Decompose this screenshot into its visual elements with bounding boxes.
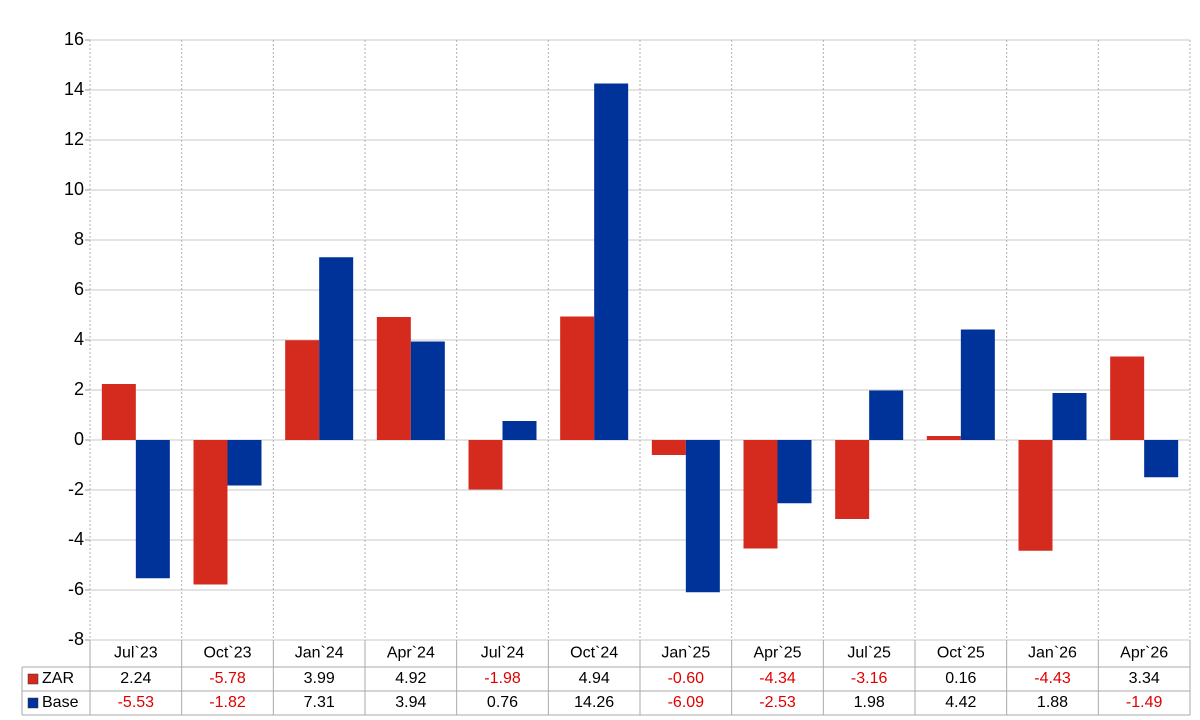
legend-label: Base bbox=[42, 694, 79, 711]
y-tick-label: -2 bbox=[68, 479, 84, 499]
y-tick-label: -8 bbox=[68, 629, 84, 649]
x-tick-label: Oct`24 bbox=[570, 645, 618, 662]
data-label: 1.98 bbox=[854, 694, 885, 711]
y-tick-label: 14 bbox=[64, 79, 84, 99]
x-tick-label: Jan`24 bbox=[295, 645, 344, 662]
data-label: 7.31 bbox=[304, 694, 335, 711]
bar bbox=[835, 440, 870, 519]
x-tick-label: Jan`26 bbox=[1028, 645, 1077, 662]
bar bbox=[560, 316, 595, 440]
data-label: -4.43 bbox=[1034, 670, 1071, 687]
x-tick-label: Apr`25 bbox=[753, 645, 801, 662]
data-label: 4.94 bbox=[579, 670, 610, 687]
y-tick-label: 2 bbox=[74, 379, 84, 399]
y-tick-label: 0 bbox=[74, 429, 84, 449]
x-tick-label: Apr`26 bbox=[1120, 645, 1168, 662]
data-label: -5.78 bbox=[209, 670, 246, 687]
data-label: 1.88 bbox=[1037, 694, 1068, 711]
bar bbox=[1144, 440, 1179, 478]
bar bbox=[743, 440, 778, 549]
bar bbox=[926, 436, 961, 440]
y-tick-label: 8 bbox=[74, 229, 84, 249]
bar bbox=[651, 440, 686, 455]
bar bbox=[777, 440, 812, 504]
bar bbox=[410, 341, 445, 440]
y-tick-label: -4 bbox=[68, 529, 84, 549]
data-label: -1.49 bbox=[1126, 694, 1163, 711]
data-label: 14.26 bbox=[574, 694, 614, 711]
data-label: -1.82 bbox=[209, 694, 246, 711]
bar bbox=[135, 440, 170, 579]
bar bbox=[285, 340, 320, 440]
data-label: -6.09 bbox=[668, 694, 705, 711]
y-tick-label: 4 bbox=[74, 329, 84, 349]
data-label: 0.76 bbox=[487, 694, 518, 711]
bar bbox=[319, 257, 354, 440]
data-label: -4.34 bbox=[759, 670, 796, 687]
legend-label: ZAR bbox=[42, 670, 74, 687]
x-tick-label: Jul`23 bbox=[114, 645, 158, 662]
bar bbox=[685, 440, 720, 593]
y-tick-label: 12 bbox=[64, 129, 84, 149]
data-label: 2.24 bbox=[120, 670, 151, 687]
y-tick-label: 16 bbox=[64, 29, 84, 49]
legend-swatch bbox=[27, 697, 39, 709]
bar bbox=[1110, 356, 1145, 440]
y-tick-label: 6 bbox=[74, 279, 84, 299]
bar bbox=[594, 83, 629, 440]
bar bbox=[1052, 393, 1087, 440]
data-label: -2.53 bbox=[759, 694, 796, 711]
x-tick-label: Oct`23 bbox=[203, 645, 251, 662]
x-tick-label: Apr`24 bbox=[387, 645, 435, 662]
bar bbox=[227, 440, 262, 486]
data-label: -5.53 bbox=[118, 694, 155, 711]
bar bbox=[376, 317, 411, 440]
bar bbox=[1018, 440, 1053, 551]
bar bbox=[502, 421, 537, 440]
x-tick-label: Jul`25 bbox=[847, 645, 891, 662]
data-label: 4.42 bbox=[945, 694, 976, 711]
bar bbox=[468, 440, 503, 490]
y-tick-label: -6 bbox=[68, 579, 84, 599]
bar bbox=[101, 384, 136, 440]
bar bbox=[193, 440, 228, 585]
bar bbox=[960, 329, 995, 440]
legend-swatch bbox=[27, 673, 39, 685]
data-label: 3.34 bbox=[1129, 670, 1160, 687]
data-label: 4.92 bbox=[395, 670, 426, 687]
x-tick-label: Jul`24 bbox=[481, 645, 525, 662]
data-label: -3.16 bbox=[851, 670, 888, 687]
x-tick-label: Jan`25 bbox=[661, 645, 710, 662]
data-label: 3.94 bbox=[395, 694, 426, 711]
data-label: 3.99 bbox=[304, 670, 335, 687]
bar bbox=[869, 390, 904, 440]
data-label: -1.98 bbox=[484, 670, 521, 687]
data-label: -0.60 bbox=[668, 670, 705, 687]
y-tick-label: 10 bbox=[64, 179, 84, 199]
data-label: 0.16 bbox=[945, 670, 976, 687]
x-tick-label: Oct`25 bbox=[937, 645, 985, 662]
